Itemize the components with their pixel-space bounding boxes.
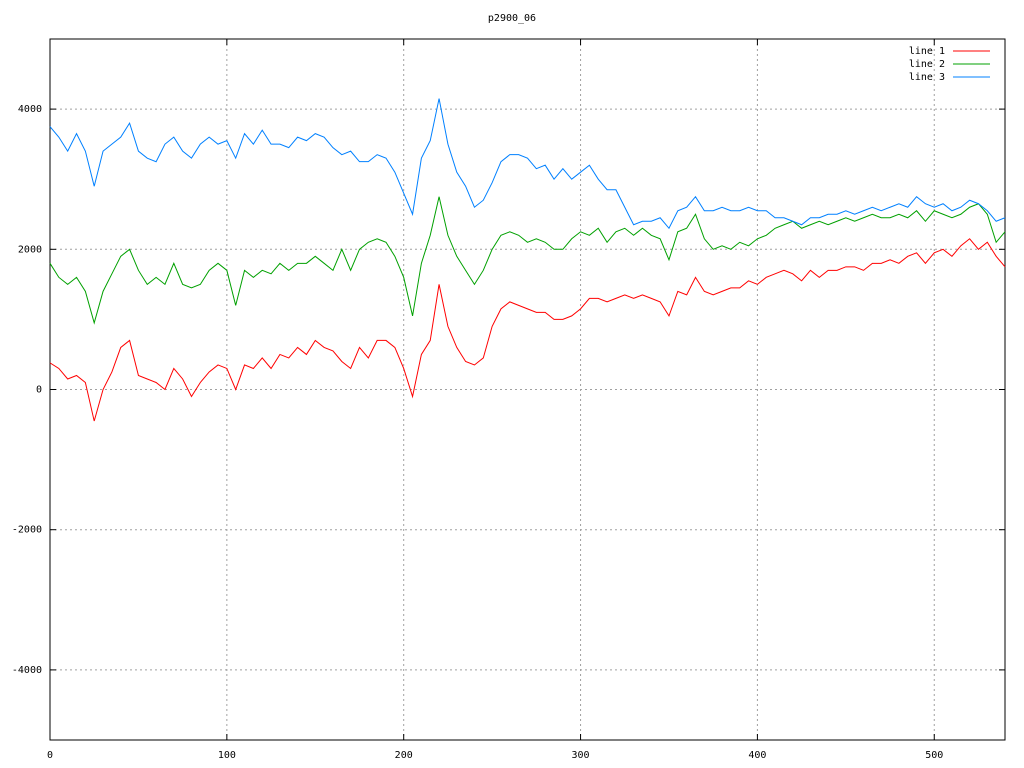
y-tick-label: -4000 bbox=[12, 665, 42, 676]
data-line bbox=[49, 238, 1006, 422]
chart-title: p2900_06 bbox=[488, 13, 536, 24]
data-line bbox=[49, 98, 1006, 230]
x-tick-label: 500 bbox=[925, 750, 943, 761]
x-tick-label: 0 bbox=[47, 750, 53, 761]
legend-label: line 1 bbox=[909, 46, 945, 57]
legend-label: line 3 bbox=[909, 72, 945, 83]
x-tick-label: 200 bbox=[395, 750, 413, 761]
x-tick-label: 400 bbox=[748, 750, 766, 761]
y-tick-label: -2000 bbox=[12, 525, 42, 536]
y-tick-label: 2000 bbox=[18, 244, 42, 255]
y-tick-label: 0 bbox=[36, 385, 42, 396]
plot-frame bbox=[49, 38, 1006, 741]
y-tick-label: 4000 bbox=[18, 104, 42, 115]
x-tick-label: 100 bbox=[218, 750, 236, 761]
data-line bbox=[49, 196, 1006, 325]
x-tick-label: 300 bbox=[572, 750, 590, 761]
legend-label: line 2 bbox=[909, 59, 945, 70]
